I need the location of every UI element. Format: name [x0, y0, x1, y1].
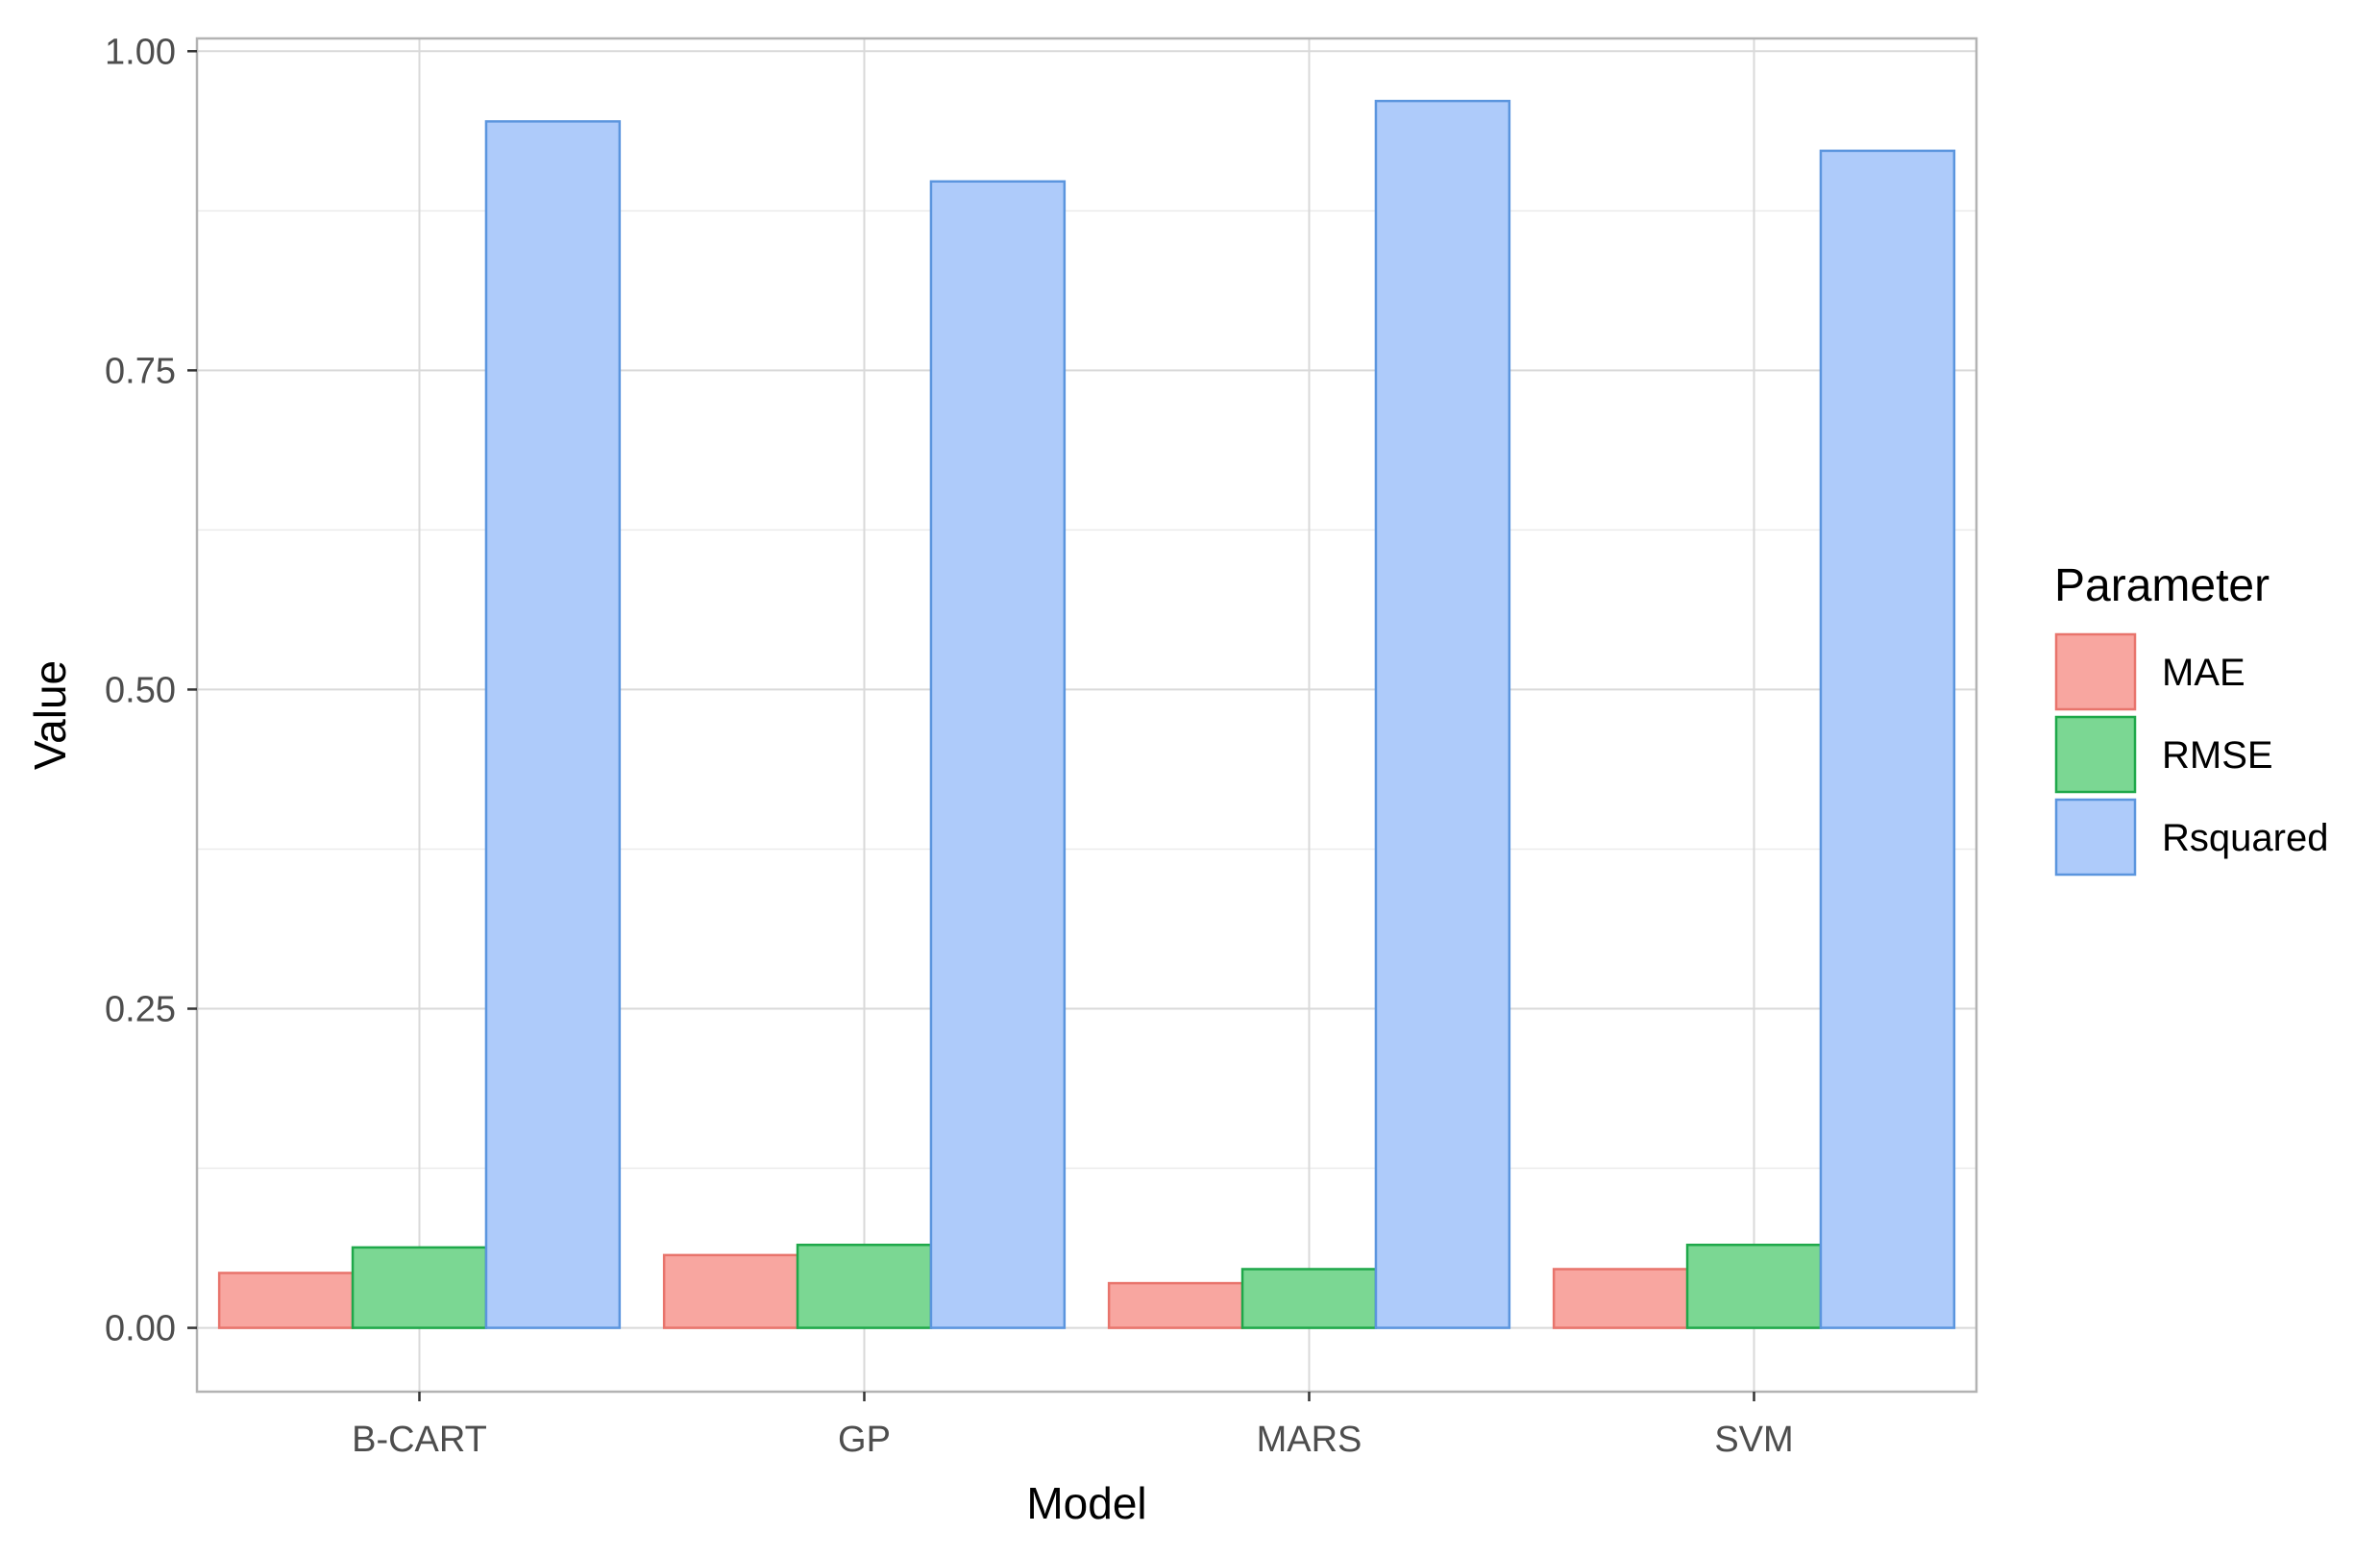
x-tick-label: B-CART — [352, 1420, 487, 1460]
legend-key-mae — [2054, 632, 2137, 711]
bar-rmse-gp — [796, 1243, 933, 1329]
legend-key-rsquared — [2054, 798, 2137, 877]
y-axis-title: Value — [25, 660, 75, 770]
bar-rsquared-svm — [1819, 149, 1956, 1329]
y-tick-label: 0.50 — [105, 670, 176, 710]
bar-mae-gp — [662, 1253, 799, 1329]
y-tick-label: 0.75 — [105, 351, 176, 391]
bar-mae-mars — [1107, 1281, 1244, 1329]
x-tick-label: MARS — [1257, 1420, 1362, 1460]
legend-title: Parameter — [2054, 560, 2270, 611]
y-tick-label: 1.00 — [105, 32, 176, 72]
legend-label-rmse: RMSE — [2162, 734, 2273, 777]
panel-border — [195, 37, 1978, 1394]
bars — [217, 99, 1956, 1329]
bar-mae-svm — [1552, 1268, 1689, 1329]
bar-rmse-b-cart — [351, 1246, 488, 1329]
legend-key-rmse — [2054, 715, 2137, 794]
x-axis-title: Model — [1026, 1478, 1146, 1528]
y-tick-label: 0.25 — [105, 990, 176, 1030]
axes: 0.00 0.25 0.50 0.75 1.00 B-CART GP MARS SVM — [105, 32, 1794, 1460]
x-tick-label: GP — [838, 1420, 891, 1460]
bar-mae-b-cart — [217, 1272, 355, 1329]
bar-rmse-mars — [1240, 1268, 1378, 1329]
bar-rsquared-mars — [1374, 99, 1511, 1329]
y-tick-label: 0.00 — [105, 1309, 176, 1349]
bar-rsquared-b-cart — [484, 120, 622, 1329]
legend-label-mae: MAE — [2162, 652, 2245, 694]
bar-rmse-svm — [1685, 1243, 1823, 1329]
legend-items: MAE RMSE Rsquared — [2054, 632, 2328, 877]
x-tick-label: SVM — [1714, 1420, 1793, 1460]
bar-rsquared-gp — [929, 180, 1067, 1329]
legend: Parameter MAE RMSE Rsquared — [2054, 560, 2328, 877]
legend-label-rsquared: Rsquared — [2162, 817, 2328, 859]
